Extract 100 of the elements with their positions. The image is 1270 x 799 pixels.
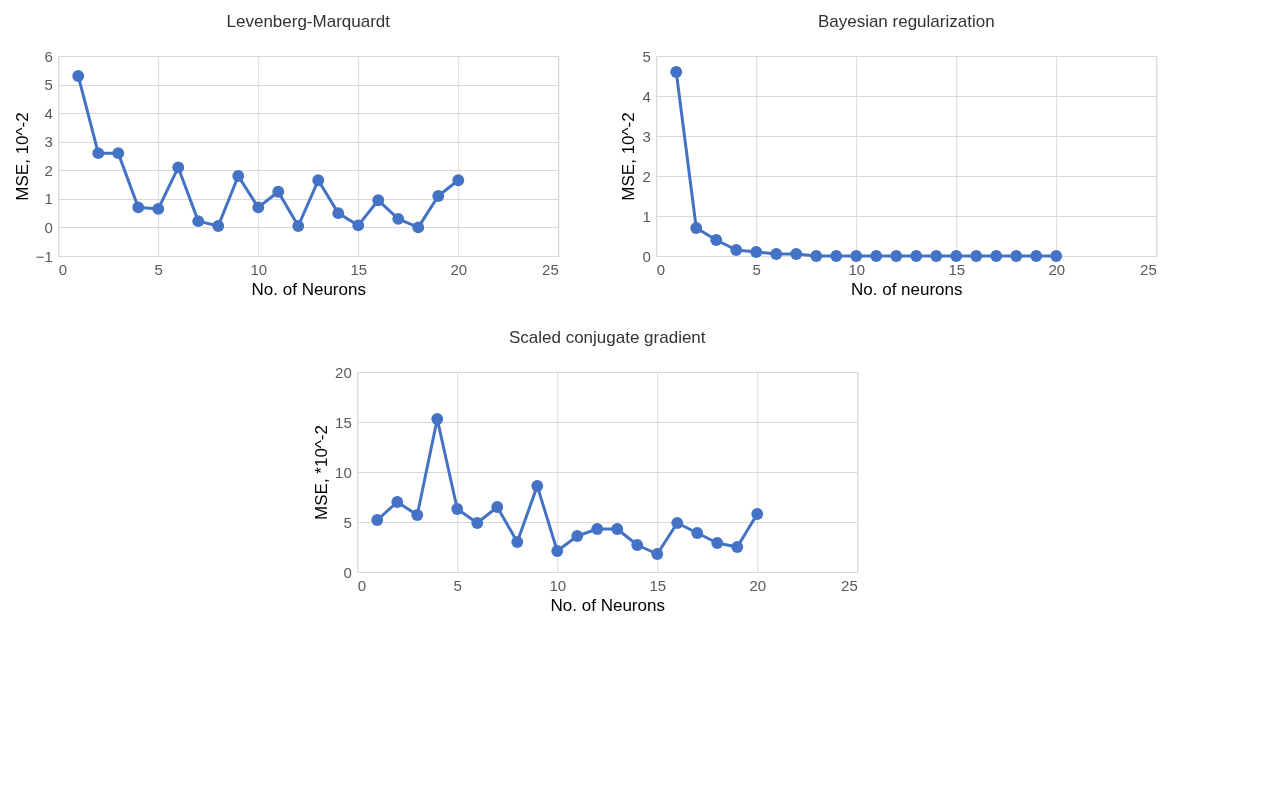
y-tick-label: 5 xyxy=(642,47,651,65)
point xyxy=(292,220,305,232)
chart-title: Levenberg-Marquardt xyxy=(226,12,391,31)
x-tick-label: 10 xyxy=(250,260,268,278)
y-tick-label: 15 xyxy=(335,413,352,431)
x-axis-title: No. of neurons xyxy=(850,279,963,299)
y-tick-label: 10 xyxy=(335,463,352,481)
point xyxy=(611,523,624,535)
y-tick-label: 5 xyxy=(44,76,53,94)
point xyxy=(890,250,903,262)
x-tick-label: 25 xyxy=(841,576,858,594)
point xyxy=(970,250,983,262)
point xyxy=(371,514,384,526)
point xyxy=(551,545,564,557)
point xyxy=(770,248,783,260)
point xyxy=(591,523,604,535)
point xyxy=(631,539,644,551)
y-tick-label: 0 xyxy=(44,218,53,236)
chart-title: Bayesian regularization xyxy=(817,12,995,31)
y-tick-label: −1 xyxy=(35,247,53,265)
y-tick-label: 1 xyxy=(642,207,651,225)
point xyxy=(312,174,325,187)
point xyxy=(790,248,803,260)
y-tick-label: 0 xyxy=(343,563,352,581)
point xyxy=(431,413,444,425)
point xyxy=(391,496,404,508)
point xyxy=(212,220,225,232)
point xyxy=(412,221,425,234)
point xyxy=(411,509,424,521)
y-tick-label: 20 xyxy=(335,363,352,381)
point xyxy=(452,174,465,187)
point xyxy=(352,219,365,232)
point xyxy=(930,250,943,262)
y-tick-label: 5 xyxy=(343,513,352,531)
point xyxy=(252,201,265,214)
point xyxy=(670,66,683,78)
x-tick-label: 10 xyxy=(848,260,866,278)
y-tick-label: 4 xyxy=(642,87,651,105)
x-tick-label: 20 xyxy=(450,260,468,278)
point xyxy=(531,480,544,492)
y-tick-label: 4 xyxy=(44,104,53,122)
point xyxy=(711,537,724,549)
point xyxy=(810,250,823,262)
point xyxy=(850,250,863,262)
y-tick-label: 0 xyxy=(642,247,651,265)
point xyxy=(751,508,764,520)
y-tick-label: 3 xyxy=(44,133,53,151)
point xyxy=(132,201,145,214)
point xyxy=(651,548,664,560)
point xyxy=(392,212,405,225)
point xyxy=(571,530,584,542)
point xyxy=(830,250,843,262)
point xyxy=(152,202,165,215)
x-tick-label: 5 xyxy=(752,260,761,278)
y-axis-title: MSE, 10^-2 xyxy=(12,112,32,201)
point xyxy=(332,207,345,220)
y-tick-label: 3 xyxy=(642,127,651,145)
point xyxy=(691,527,704,539)
point xyxy=(990,250,1003,262)
y-tick-label: 2 xyxy=(642,167,651,185)
point xyxy=(471,517,484,529)
point xyxy=(72,70,85,82)
x-tick-label: 0 xyxy=(656,260,666,278)
point xyxy=(950,250,963,262)
point xyxy=(690,222,703,234)
y-axis-title: MSE, 10^-2 xyxy=(619,112,639,201)
y-axis-title: MSE, *10^-2 xyxy=(312,425,332,520)
x-tick-label: 25 xyxy=(1140,260,1157,278)
point xyxy=(511,536,524,548)
point xyxy=(172,161,185,174)
point xyxy=(232,170,245,182)
point xyxy=(671,517,684,529)
x-tick-label: 15 xyxy=(948,260,966,278)
y-tick-label: 1 xyxy=(44,190,53,208)
x-tick-label: 25 xyxy=(542,260,559,278)
x-axis-title: No. of Neurons xyxy=(251,279,366,299)
point xyxy=(1030,250,1043,262)
point xyxy=(372,194,385,207)
point xyxy=(432,190,445,202)
x-tick-label: 0 xyxy=(357,576,367,594)
y-tick-label: 6 xyxy=(44,47,53,65)
x-tick-label: 0 xyxy=(58,260,68,278)
point xyxy=(1050,250,1063,262)
point xyxy=(192,215,205,228)
point xyxy=(710,234,723,246)
point xyxy=(92,147,105,160)
point xyxy=(910,250,923,262)
point xyxy=(870,250,883,262)
point xyxy=(112,147,125,160)
point xyxy=(750,246,763,258)
point xyxy=(451,503,464,515)
x-tick-label: 20 xyxy=(749,576,767,594)
point xyxy=(491,501,504,513)
chart-title: Scaled conjugate gradient xyxy=(508,328,706,347)
x-axis-title: No. of Neurons xyxy=(550,595,665,615)
x-tick-label: 5 xyxy=(453,576,462,594)
x-tick-label: 5 xyxy=(154,260,163,278)
point xyxy=(1010,250,1023,262)
x-tick-label: 20 xyxy=(1048,260,1066,278)
point xyxy=(731,541,744,553)
